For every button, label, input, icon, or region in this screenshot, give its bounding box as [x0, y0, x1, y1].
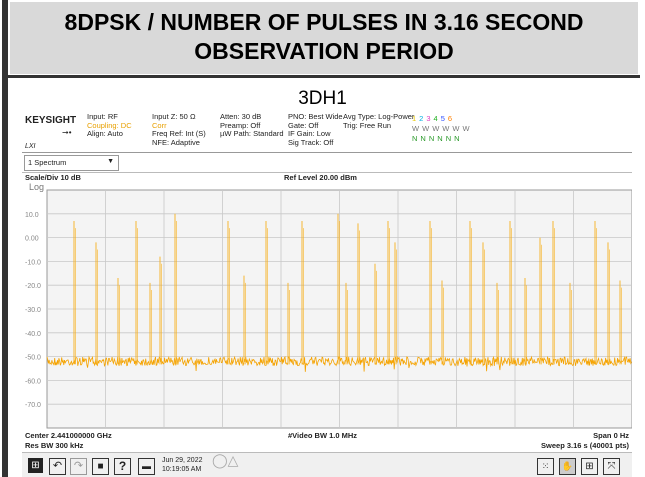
- setting: Atten: 30 dB: [220, 112, 262, 121]
- tab-dropdown[interactable]: 1 Spectrum ▼: [24, 155, 119, 171]
- trace-type: W: [422, 124, 430, 133]
- status-icons: ◯△: [212, 452, 239, 468]
- trace-type: W: [412, 124, 420, 133]
- subtitle: 3DH1: [298, 88, 347, 109]
- trace-type: W: [452, 124, 460, 133]
- setting: Align: Auto: [87, 129, 123, 138]
- title-background: [10, 2, 638, 74]
- time: 10:19:05 AM: [162, 465, 202, 473]
- fullscreen-button[interactable]: ⤧: [603, 458, 620, 475]
- undo-button[interactable]: ↶: [49, 458, 66, 475]
- y-label: -60.0: [25, 378, 41, 385]
- analyzer-screen: KEYSIGHT ➞• LXI Input: RF Coupling: DC A…: [22, 112, 632, 477]
- trace-detector: N: [412, 134, 418, 143]
- start-button[interactable]: ⊞: [28, 458, 43, 473]
- setting: Trig: Free Run: [343, 120, 392, 130]
- help-button[interactable]: ?: [114, 458, 131, 475]
- y-label: 0.00: [25, 236, 39, 243]
- setting: Preamp: Off: [220, 120, 261, 130]
- setting: Sig Track: Off: [288, 137, 334, 147]
- touch-button[interactable]: ✋: [559, 458, 576, 475]
- setting-column: Atten: 30 dB Preamp: Off µW Path: Standa…: [220, 112, 284, 139]
- setting: IF Gain: Low: [288, 129, 331, 138]
- log-label: Log: [29, 182, 45, 192]
- trace-number: 6: [447, 114, 453, 123]
- trace-detector: N: [454, 134, 460, 143]
- y-label: -50.0: [25, 355, 41, 362]
- setting-column: Input: RF Coupling: DC Align: Auto: [87, 112, 132, 139]
- trace-type: W: [432, 124, 440, 133]
- trace-number: 5: [440, 114, 445, 123]
- y-label: -30.0: [25, 307, 41, 314]
- setting-column: Input Z: 50 Ω Corr Freq Ref: Int (S) NFE…: [152, 112, 206, 147]
- setting-column: Avg Type: Log-Power Trig: Free Run: [343, 112, 415, 130]
- table-border: [2, 0, 8, 477]
- trace-detector: N: [445, 134, 452, 143]
- trace-type: W: [442, 124, 450, 133]
- brand: KEYSIGHT: [25, 115, 77, 126]
- y-label: -40.0: [25, 331, 41, 338]
- setting: Freq Ref: Int (S): [152, 129, 206, 138]
- trace-detector: N: [428, 134, 435, 143]
- layout-button[interactable]: ⊞: [581, 458, 598, 475]
- trace-number: 2: [419, 114, 424, 123]
- title: 8DPSK / NUMBER OF PULSES IN 3.16 SECOND …: [64, 9, 584, 64]
- divider: [22, 172, 632, 173]
- setting: Input Z: 50 Ω: [152, 112, 196, 121]
- y-label: -10.0: [25, 259, 41, 266]
- trace-type: W: [462, 124, 470, 133]
- y-label: 10.0: [25, 212, 39, 219]
- taskbar: ⊞ ↶ ↷ ■ ? ▬ Jun 29, 2022 10:19:05 AM ◯△ …: [22, 452, 632, 477]
- setting: Input: RF: [87, 112, 118, 121]
- trace-number: 3: [426, 114, 431, 123]
- redo-button[interactable]: ↷: [70, 458, 87, 475]
- ref-level: Ref Level 20.00 dBm: [284, 173, 357, 182]
- screen-button[interactable]: ▬: [138, 458, 155, 475]
- y-label: -20.0: [25, 283, 41, 290]
- center-freq: Center 2.441000000 GHz: [25, 431, 112, 440]
- clock: Jun 29, 2022 10:19:05 AM: [162, 457, 202, 474]
- lxi: LXI: [25, 143, 36, 150]
- span: Span 0 Hz: [593, 431, 629, 440]
- connector-icon: ➞•: [62, 128, 72, 137]
- rule: [8, 75, 640, 78]
- video-bw: #Video BW 1.0 MHz: [288, 431, 358, 440]
- trace-detector: N: [437, 134, 443, 143]
- scale: Scale/Div 10 dB: [25, 173, 81, 182]
- res-bw: Res BW 300 kHz: [25, 441, 84, 450]
- setting: Corr: [152, 120, 167, 130]
- setting-column: PNO: Best Wide Gate: Off IF Gain: Low Si…: [288, 112, 343, 147]
- setting: µW Path: Standard: [220, 129, 284, 138]
- divider: [22, 152, 632, 153]
- date: Jun 29, 2022: [162, 457, 203, 464]
- trace-plot: 10.0 0.00 -10.0 -20.0 -30.0 -40.0 -50.0 -60.0 -7…: [25, 189, 632, 429]
- dropdown-arrow: ▼: [107, 158, 114, 165]
- setting: Coupling: DC: [87, 120, 132, 130]
- tab-label: 1 Spectrum: [28, 158, 67, 167]
- trace-number: 1: [412, 114, 417, 123]
- trace-number: 4: [433, 114, 438, 123]
- y-label: -70.0: [25, 402, 41, 409]
- folder-button[interactable]: ■: [92, 458, 109, 475]
- trace-detector: N: [420, 134, 426, 143]
- setting: PNO: Best Wide: [288, 112, 343, 121]
- setting: Gate: Off: [288, 120, 319, 130]
- setting: Avg Type: Log-Power: [343, 112, 415, 121]
- keypad-button[interactable]: ⁙: [537, 458, 554, 475]
- setting: NFE: Adaptive: [152, 137, 200, 147]
- sweep: Sweep 3.16 s (40001 pts): [541, 441, 629, 450]
